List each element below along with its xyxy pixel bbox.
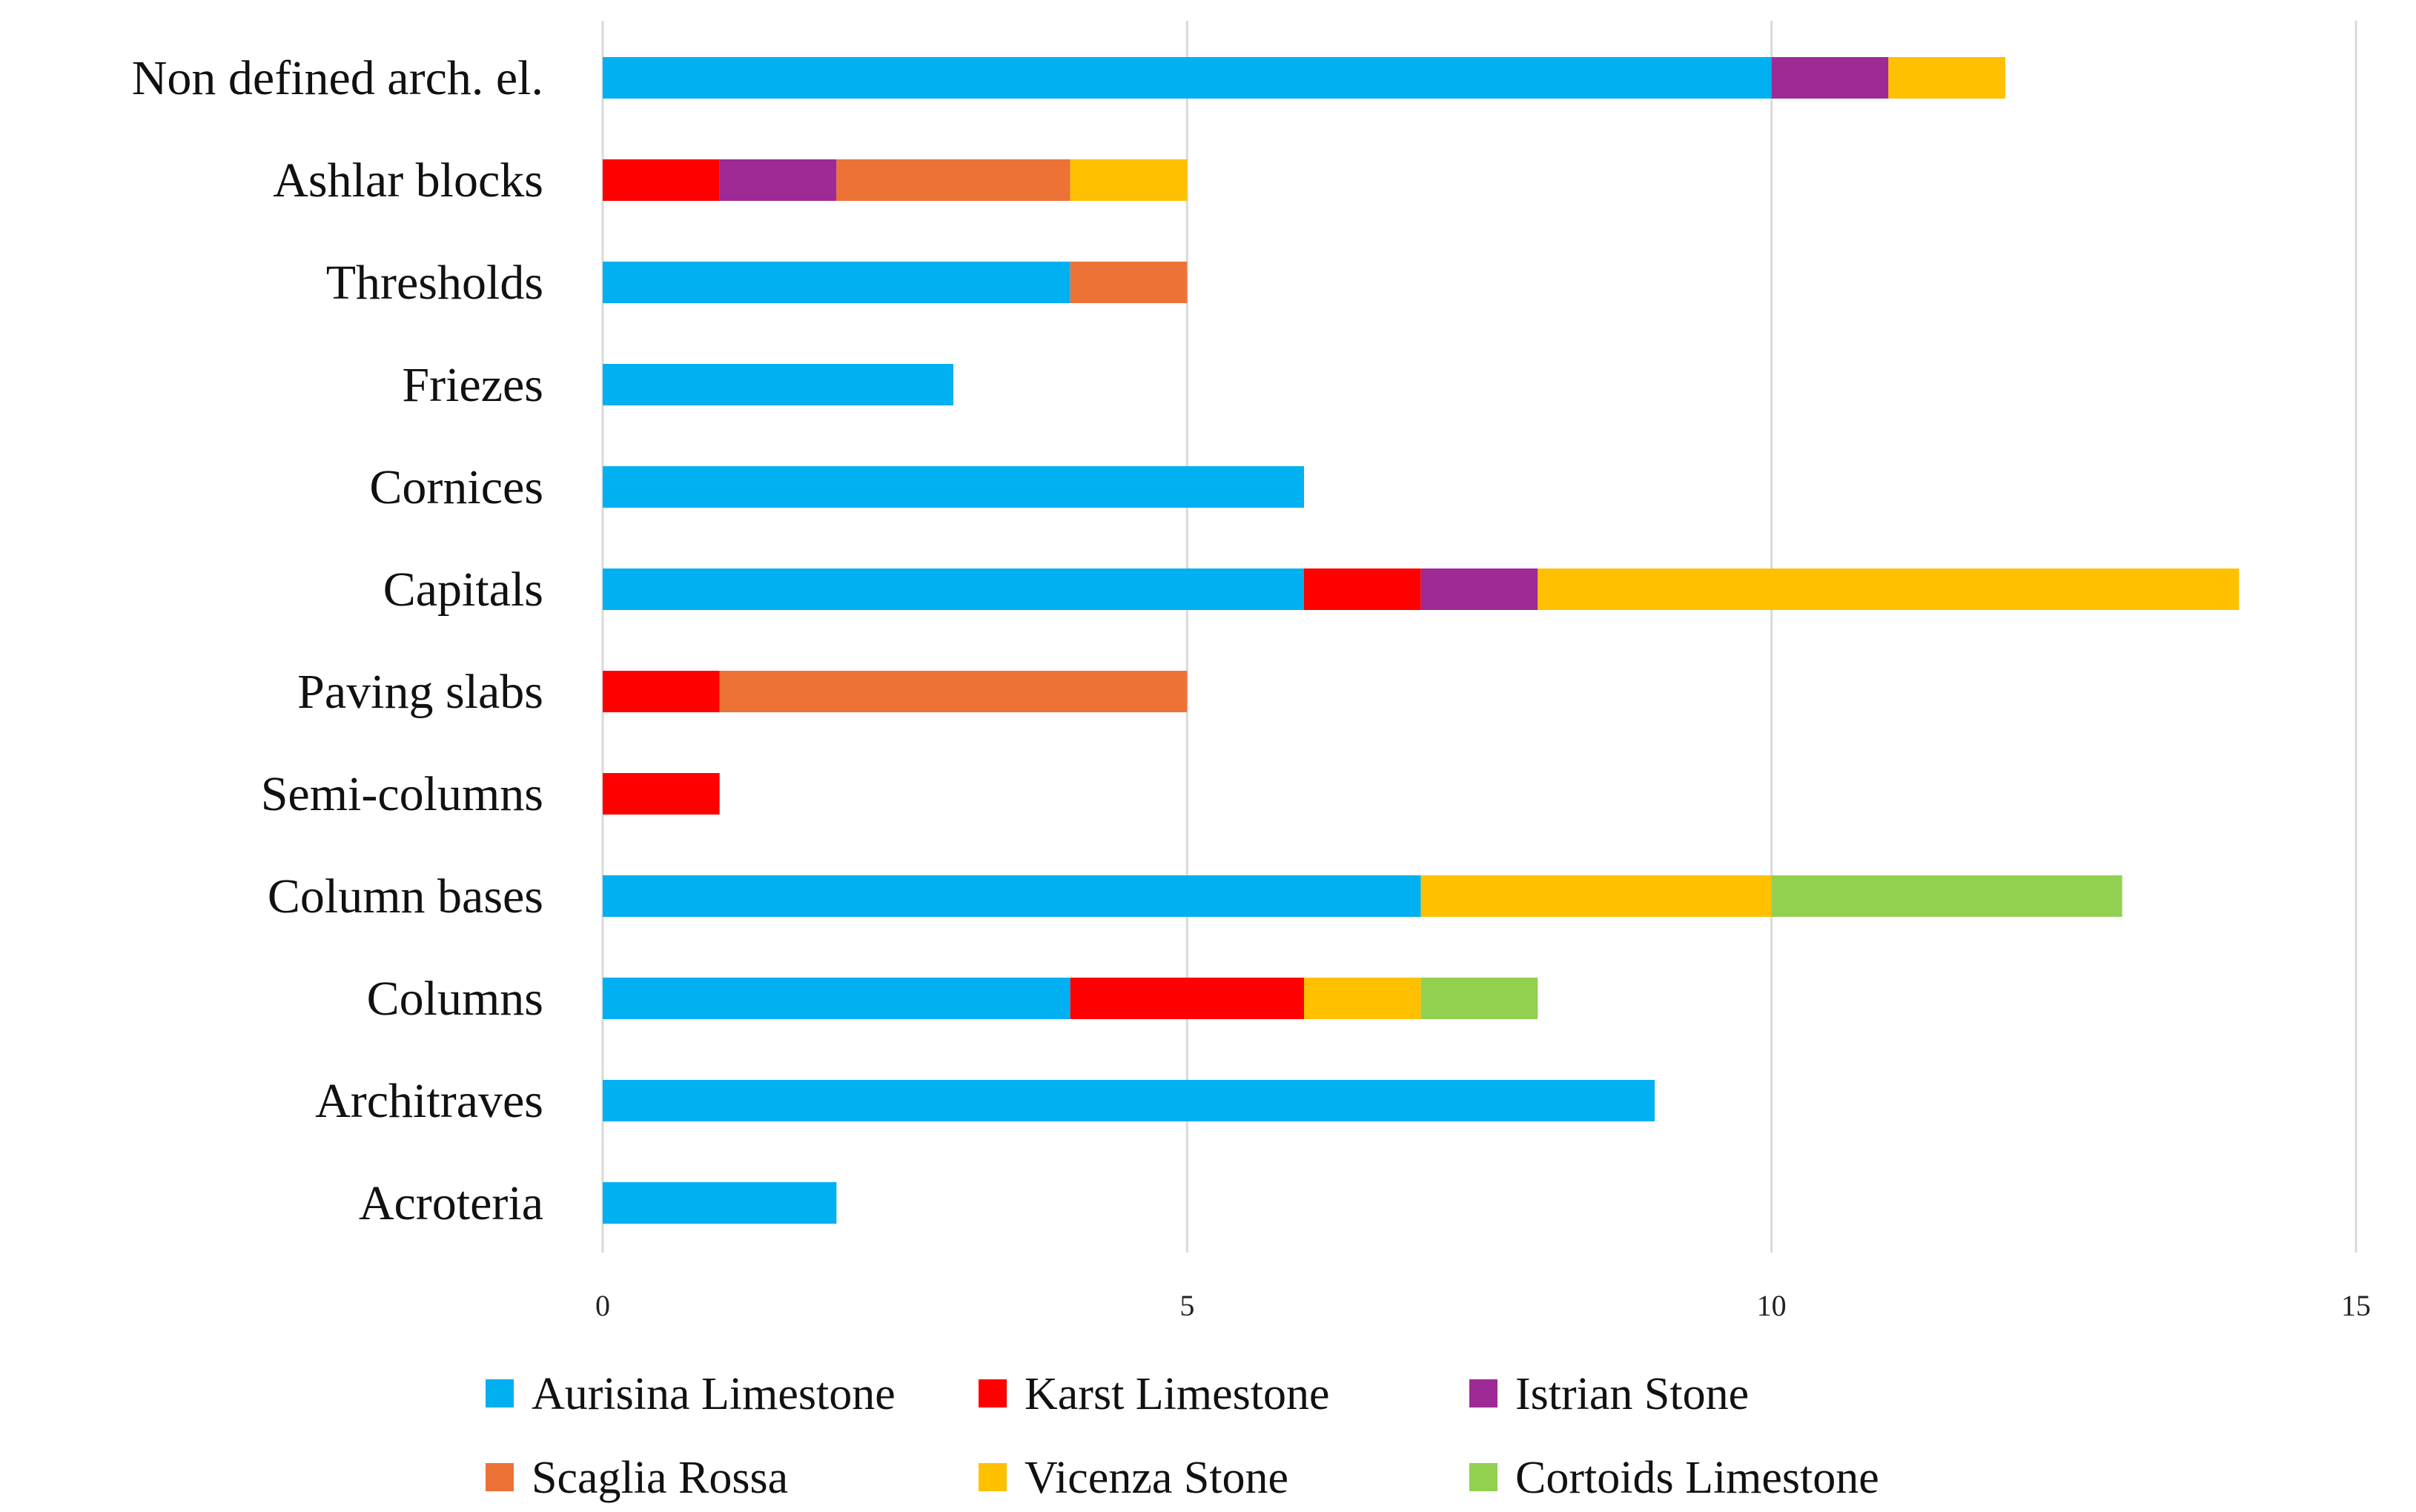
bar-capitals-vicenza-stone: [1538, 568, 2240, 610]
bar-columns-aurisina-limestone: [603, 978, 1070, 1019]
bar-non-defined-arch-el-vicenza-stone: [1888, 57, 2005, 99]
bar-columns-karst-limestone: [1070, 978, 1304, 1019]
category-label-acroteria: Acroteria: [359, 1176, 543, 1230]
category-label-paving-slabs: Paving slabs: [297, 665, 543, 719]
bar-ashlar-blocks-karst-limestone: [603, 159, 720, 201]
bar-paving-slabs-scaglia-rossa: [719, 671, 1188, 712]
category-label-ashlar-blocks: Ashlar blocks: [273, 153, 543, 208]
category-label-cornices: Cornices: [369, 460, 543, 514]
gridlines: [601, 21, 2357, 1253]
bar-thresholds-scaglia-rossa: [1070, 262, 1188, 303]
bar-friezes-aurisina-limestone: [603, 364, 953, 405]
legend-label-istrian-stone: Istrian Stone: [1515, 1369, 1749, 1419]
bar-ashlar-blocks-scaglia-rossa: [836, 159, 1070, 201]
legend-label-aurisina-limestone: Aurisina Limestone: [532, 1369, 896, 1419]
legend-label-scaglia-rossa: Scaglia Rossa: [532, 1453, 788, 1503]
legend-swatch-scaglia-rossa: [486, 1463, 514, 1491]
bar-non-defined-arch-el-istrian-stone: [1771, 57, 1889, 99]
bar-ashlar-blocks-istrian-stone: [719, 159, 837, 201]
category-label-capitals: Capitals: [383, 563, 543, 617]
x-tick-label-5: 5: [1179, 1289, 1194, 1322]
bar-capitals-aurisina-limestone: [603, 568, 1304, 610]
legend-swatch-karst-limestone: [979, 1379, 1007, 1407]
x-tick-label-0: 0: [595, 1289, 610, 1322]
legend-swatch-aurisina-limestone: [486, 1379, 514, 1407]
category-label-semi-columns: Semi-columns: [261, 767, 543, 821]
category-labels: Non defined arch. el. Ashlar blocks Thresh…: [132, 51, 543, 1230]
bar-semi-columns-karst-limestone: [603, 773, 720, 815]
bar-thresholds-aurisina-limestone: [603, 262, 1070, 303]
category-label-columns: Columns: [367, 972, 543, 1026]
x-tick-label-10: 10: [1757, 1289, 1787, 1322]
category-label-friezes: Friezes: [402, 358, 543, 412]
bar-non-defined-arch-el-aurisina-limestone: [603, 57, 1772, 99]
category-label-non-defined-arch-el: Non defined arch. el.: [132, 51, 543, 105]
legend-swatch-vicenza-stone: [979, 1463, 1007, 1491]
bar-column-bases-vicenza-stone: [1420, 875, 1772, 917]
bar-capitals-karst-limestone: [1304, 568, 1421, 610]
bar-architraves-aurisina-limestone: [603, 1080, 1655, 1121]
bar-cornices-aurisina-limestone: [603, 466, 1304, 508]
x-tick-label-15: 15: [2341, 1289, 2371, 1322]
bar-columns-vicenza-stone: [1304, 978, 1421, 1019]
bar-paving-slabs-karst-limestone: [603, 671, 720, 712]
bars: [603, 57, 2240, 1224]
bar-ashlar-blocks-vicenza-stone: [1070, 159, 1188, 201]
bar-capitals-istrian-stone: [1420, 568, 1538, 610]
category-label-architraves: Architraves: [315, 1074, 543, 1128]
bar-columns-cortoids-limestone: [1420, 978, 1538, 1019]
category-label-thresholds: Thresholds: [326, 256, 543, 310]
legend-swatch-istrian-stone: [1469, 1379, 1497, 1407]
bar-column-bases-aurisina-limestone: [603, 875, 1421, 917]
legend: Aurisina Limestone Karst Limestone Istrian…: [486, 1369, 1879, 1503]
legend-label-vicenza-stone: Vicenza Stone: [1025, 1453, 1288, 1503]
legend-label-cortoids-limestone: Cortoids Limestone: [1515, 1453, 1879, 1503]
legend-label-karst-limestone: Karst Limestone: [1025, 1369, 1330, 1419]
legend-swatch-cortoids-limestone: [1469, 1463, 1497, 1491]
bar-acroteria-aurisina-limestone: [603, 1182, 837, 1224]
category-label-column-bases: Column bases: [268, 869, 543, 924]
bar-column-bases-cortoids-limestone: [1771, 875, 2122, 917]
x-axis-tick-labels: 0 5 10 15: [595, 1289, 2371, 1322]
